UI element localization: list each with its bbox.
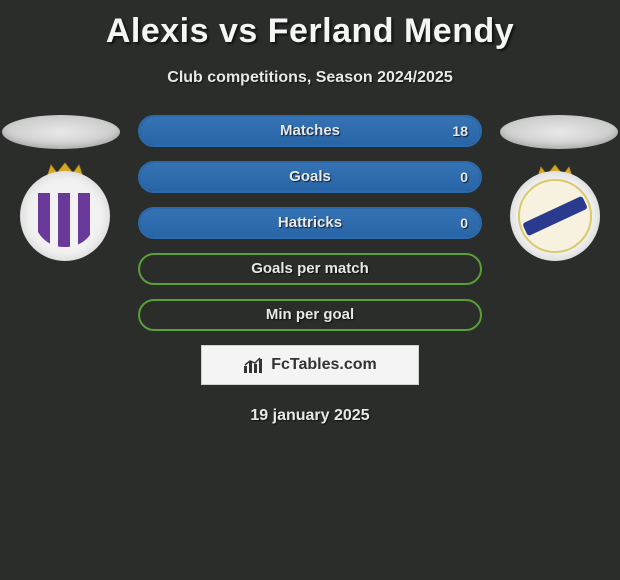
stat-row: Min per goal [138,299,482,331]
stat-value-right: 0 [460,209,468,237]
stat-label: Goals [140,163,480,191]
comparison-content: Matches18Goals0Hattricks0Goals per match… [0,115,620,425]
stats-rows: Matches18Goals0Hattricks0Goals per match… [138,115,482,331]
team-crest-left [20,171,110,261]
stat-value-right: 18 [452,117,468,145]
page-title: Alexis vs Ferland Mendy [0,0,620,51]
stat-row: Goals per match [138,253,482,285]
subtitle: Club competitions, Season 2024/2025 [0,69,620,87]
chart-icon [243,356,265,374]
stat-label: Hattricks [140,209,480,237]
team-crest-right [510,171,600,261]
player-ellipse-left [2,115,120,149]
stat-label: Min per goal [140,301,480,329]
stat-row: Hattricks0 [138,207,482,239]
stat-label: Matches [140,117,480,145]
stat-row: Goals0 [138,161,482,193]
stat-label: Goals per match [140,255,480,283]
player-ellipse-right [500,115,618,149]
stat-row: Matches18 [138,115,482,147]
stat-value-right: 0 [460,163,468,191]
logo-text: FcTables.com [271,356,377,374]
date-line: 19 january 2025 [0,407,620,425]
fctables-logo: FcTables.com [201,345,419,385]
